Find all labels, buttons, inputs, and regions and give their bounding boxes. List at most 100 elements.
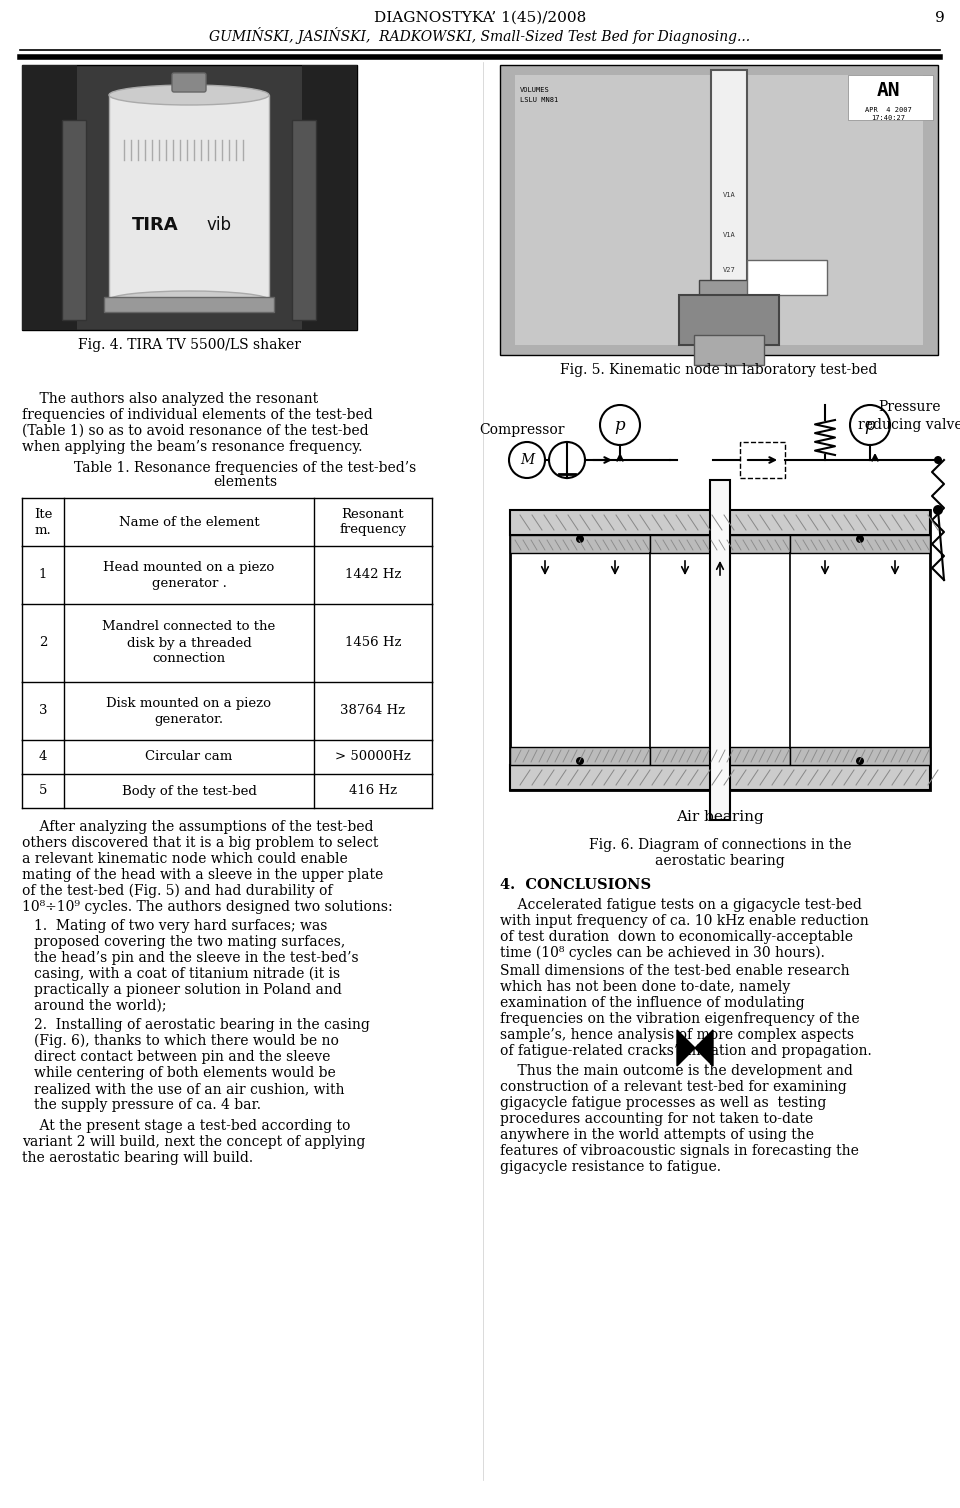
Text: with input frequency of ca. 10 kHz enable reduction: with input frequency of ca. 10 kHz enabl… xyxy=(500,914,869,927)
Text: Head mounted on a piezo
generator .: Head mounted on a piezo generator . xyxy=(104,561,275,590)
Text: of fatigue-related cracks’ initiation and propagation.: of fatigue-related cracks’ initiation an… xyxy=(500,1044,872,1059)
Text: while centering of both elements would be: while centering of both elements would b… xyxy=(34,1066,336,1080)
Polygon shape xyxy=(677,1030,695,1066)
Text: Name of the element: Name of the element xyxy=(119,516,259,528)
FancyBboxPatch shape xyxy=(710,480,730,820)
Text: 1442 Hz: 1442 Hz xyxy=(345,569,401,582)
Text: V27: V27 xyxy=(723,267,735,273)
Text: Circular cam: Circular cam xyxy=(145,751,232,763)
Text: AN: AN xyxy=(876,80,900,100)
Text: Compressor: Compressor xyxy=(479,424,564,437)
Text: 4: 4 xyxy=(38,751,47,763)
Text: 38764 Hz: 38764 Hz xyxy=(341,704,405,718)
Text: aerostatic bearing: aerostatic bearing xyxy=(655,854,785,869)
Text: proposed covering the two mating surfaces,: proposed covering the two mating surface… xyxy=(34,935,346,949)
Circle shape xyxy=(509,442,545,478)
Text: realized with the use of an air cushion, with: realized with the use of an air cushion,… xyxy=(34,1083,345,1096)
FancyBboxPatch shape xyxy=(22,65,77,330)
Circle shape xyxy=(850,406,890,445)
Text: the supply pressure of ca. 4 bar.: the supply pressure of ca. 4 bar. xyxy=(34,1098,261,1111)
Text: 4.  CONCLUSIONS: 4. CONCLUSIONS xyxy=(500,878,651,893)
Text: TIRA: TIRA xyxy=(132,216,179,234)
Text: of test duration  down to economically-acceptable: of test duration down to economically-ac… xyxy=(500,930,853,944)
FancyBboxPatch shape xyxy=(650,746,790,765)
Text: examination of the influence of modulating: examination of the influence of modulati… xyxy=(500,995,804,1010)
Text: casing, with a coat of titanium nitrade (it is: casing, with a coat of titanium nitrade … xyxy=(34,967,340,982)
Text: The authors also analyzed the resonant: The authors also analyzed the resonant xyxy=(22,392,318,406)
Ellipse shape xyxy=(109,84,269,106)
Text: V1A: V1A xyxy=(723,192,735,198)
Text: Small dimensions of the test-bed enable research: Small dimensions of the test-bed enable … xyxy=(500,964,850,979)
FancyBboxPatch shape xyxy=(747,259,827,296)
FancyBboxPatch shape xyxy=(740,442,785,478)
Circle shape xyxy=(716,757,724,765)
FancyBboxPatch shape xyxy=(22,65,357,330)
Text: Thus the main outcome is the development and: Thus the main outcome is the development… xyxy=(500,1065,852,1078)
Text: M: M xyxy=(520,452,534,467)
Text: Ite
m.: Ite m. xyxy=(34,508,52,537)
Text: the aerostatic bearing will build.: the aerostatic bearing will build. xyxy=(22,1151,253,1166)
FancyBboxPatch shape xyxy=(510,510,930,535)
Text: 2.  Installing of aerostatic bearing in the casing: 2. Installing of aerostatic bearing in t… xyxy=(34,1018,370,1031)
FancyBboxPatch shape xyxy=(510,510,930,790)
Text: Air bearing: Air bearing xyxy=(676,810,764,823)
FancyBboxPatch shape xyxy=(699,305,759,326)
Text: GUMIŃSKI, JASIŃSKI,  RADKOWSKI, Small-Sized Test Bed for Diagnosing...: GUMIŃSKI, JASIŃSKI, RADKOWSKI, Small-Siz… xyxy=(209,27,751,45)
FancyBboxPatch shape xyxy=(694,335,764,365)
Text: p: p xyxy=(865,416,876,433)
Text: V1A: V1A xyxy=(723,232,735,238)
Text: construction of a relevant test-bed for examining: construction of a relevant test-bed for … xyxy=(500,1080,847,1093)
Text: Accelerated fatigue tests on a gigacycle test-bed: Accelerated fatigue tests on a gigacycle… xyxy=(500,897,862,912)
Text: 1: 1 xyxy=(38,569,47,582)
FancyBboxPatch shape xyxy=(790,535,930,553)
FancyBboxPatch shape xyxy=(510,746,650,765)
Text: which has not been done to-date, namely: which has not been done to-date, namely xyxy=(500,980,790,994)
Text: 17:40:27: 17:40:27 xyxy=(871,115,905,121)
Text: time (10⁸ cycles can be achieved in 30 hours).: time (10⁸ cycles can be achieved in 30 h… xyxy=(500,946,825,961)
Text: Fig. 5. Kinematic node in laboratory test-bed: Fig. 5. Kinematic node in laboratory tes… xyxy=(561,363,877,377)
Text: features of vibroacoustic signals in forecasting the: features of vibroacoustic signals in for… xyxy=(500,1145,859,1158)
Text: Body of the test-bed: Body of the test-bed xyxy=(122,784,256,798)
Text: 1456 Hz: 1456 Hz xyxy=(345,636,401,650)
Circle shape xyxy=(576,535,584,543)
Text: anywhere in the world attempts of using the: anywhere in the world attempts of using … xyxy=(500,1128,814,1142)
Ellipse shape xyxy=(109,291,269,309)
Text: > 50000Hz: > 50000Hz xyxy=(335,751,411,763)
Text: After analyzing the assumptions of the test-bed: After analyzing the assumptions of the t… xyxy=(22,820,373,834)
Text: LSLU MN81: LSLU MN81 xyxy=(520,97,559,103)
FancyBboxPatch shape xyxy=(172,72,206,92)
FancyBboxPatch shape xyxy=(848,75,933,121)
Circle shape xyxy=(934,455,942,464)
FancyBboxPatch shape xyxy=(650,535,790,553)
Text: Pressure
reducing valve: Pressure reducing valve xyxy=(857,400,960,433)
Circle shape xyxy=(856,757,864,765)
Text: 3: 3 xyxy=(38,704,47,718)
FancyBboxPatch shape xyxy=(104,297,274,312)
Text: elements: elements xyxy=(213,475,277,489)
FancyBboxPatch shape xyxy=(510,765,930,790)
Text: (Table 1) so as to avoid resonance of the test-bed: (Table 1) so as to avoid resonance of th… xyxy=(22,424,369,437)
Text: the head’s pin and the sleeve in the test-bed’s: the head’s pin and the sleeve in the tes… xyxy=(34,952,359,965)
Circle shape xyxy=(600,406,640,445)
Text: sample’s, hence analysis of more complex aspects: sample’s, hence analysis of more complex… xyxy=(500,1028,854,1042)
Text: Fig. 6. Diagram of connections in the: Fig. 6. Diagram of connections in the xyxy=(588,838,852,852)
Text: DIAGNOSTYKA’ 1(45)/2008: DIAGNOSTYKA’ 1(45)/2008 xyxy=(373,11,587,26)
Text: APR  4 2007: APR 4 2007 xyxy=(865,107,911,113)
Text: of the test-bed (Fig. 5) and had durability of: of the test-bed (Fig. 5) and had durabil… xyxy=(22,884,332,899)
Text: a relevant kinematic node which could enable: a relevant kinematic node which could en… xyxy=(22,852,348,866)
Circle shape xyxy=(933,505,943,516)
Circle shape xyxy=(856,535,864,543)
Text: Disk mounted on a piezo
generator.: Disk mounted on a piezo generator. xyxy=(107,697,272,725)
Polygon shape xyxy=(695,1030,713,1066)
FancyBboxPatch shape xyxy=(109,95,269,300)
FancyBboxPatch shape xyxy=(302,65,357,330)
Circle shape xyxy=(576,757,584,765)
Text: gigacycle resistance to fatigue.: gigacycle resistance to fatigue. xyxy=(500,1160,721,1175)
FancyBboxPatch shape xyxy=(699,326,759,345)
Text: when applying the beam’s resonance frequency.: when applying the beam’s resonance frequ… xyxy=(22,440,363,454)
Text: Fig. 4. TIRA TV 5500/LS shaker: Fig. 4. TIRA TV 5500/LS shaker xyxy=(79,338,301,351)
Text: practically a pioneer solution in Poland and: practically a pioneer solution in Poland… xyxy=(34,983,342,997)
Text: Table 1. Resonance frequencies of the test-bed’s: Table 1. Resonance frequencies of the te… xyxy=(74,461,416,475)
FancyBboxPatch shape xyxy=(711,69,747,339)
Text: vib: vib xyxy=(206,216,231,234)
